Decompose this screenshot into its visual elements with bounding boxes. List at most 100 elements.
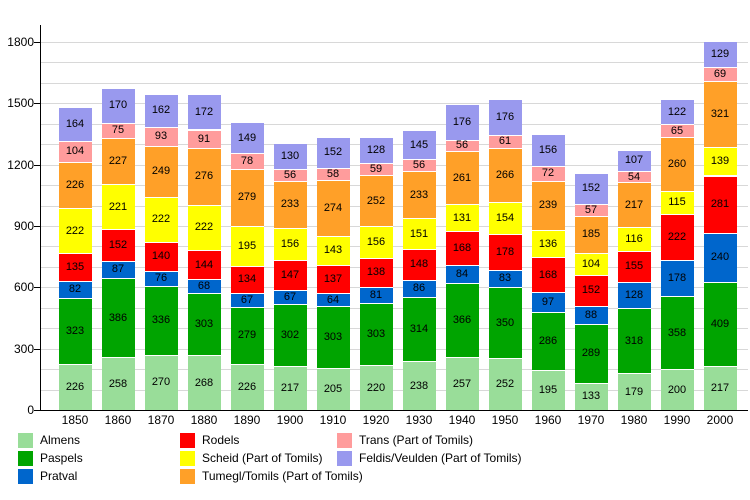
- bar-segment-label: 252: [366, 194, 386, 207]
- bar-segment: 179: [617, 373, 651, 410]
- bar-segment-label: 222: [667, 230, 687, 243]
- gridline: [41, 287, 748, 289]
- bar-segment-label: 139: [710, 155, 730, 168]
- x-axis-label: 1900: [276, 413, 304, 427]
- bar-segment-label: 200: [667, 383, 687, 396]
- x-axis-label: 1950: [491, 413, 519, 427]
- bar-segment: 145: [402, 129, 436, 160]
- bar-segment-label: 135: [65, 261, 85, 274]
- gridline: [41, 328, 748, 330]
- bar-segment-label: 336: [151, 314, 171, 327]
- bar-segment-label: 91: [197, 132, 211, 145]
- bar-segment: 152: [316, 136, 350, 168]
- bar-segment-label: 227: [108, 155, 128, 168]
- bar-segment-label: 154: [495, 211, 515, 224]
- bar-segment: 84: [445, 265, 479, 283]
- bar-segment-label: 178: [495, 245, 515, 258]
- bar-segment-label: 83: [498, 272, 512, 285]
- bar-segment: 260: [660, 137, 694, 191]
- bar-segment-label: 303: [194, 318, 214, 331]
- bar-segment: 222: [144, 196, 178, 242]
- bar-segment: 238: [402, 361, 436, 410]
- bar-segment-label: 303: [366, 328, 386, 341]
- bar-segment-label: 220: [366, 381, 386, 394]
- bar-segment-label: 226: [65, 380, 85, 393]
- bar-segment-label: 221: [108, 200, 128, 213]
- bar-segment: 314: [402, 297, 436, 362]
- bar-segment: 164: [58, 107, 92, 141]
- bar-segment: 156: [273, 228, 307, 261]
- x-axis-label: 1910: [319, 413, 347, 427]
- bar-segment-label: 168: [452, 242, 472, 255]
- bar-segment-label: 302: [280, 328, 300, 341]
- bar-segment: 56: [445, 139, 479, 152]
- bar-segment-label: 64: [326, 293, 340, 306]
- bar-segment-label: 129: [710, 48, 730, 61]
- bar-segment: 195: [531, 370, 565, 410]
- bar-segment-label: 274: [323, 201, 343, 214]
- bar-segment-label: 131: [452, 211, 472, 224]
- bar-segment-label: 81: [369, 288, 383, 301]
- bar-segment: 58: [316, 167, 350, 180]
- bar-segment: 249: [144, 145, 178, 197]
- bar-segment: 115: [660, 190, 694, 215]
- y-axis-label: 300: [13, 341, 34, 356]
- gridline: [41, 348, 748, 350]
- bar-segment-label: 88: [584, 308, 598, 321]
- bar-segment: 72: [531, 166, 565, 181]
- bar-segment: 107: [617, 149, 651, 172]
- y-axis-tick: [34, 410, 40, 411]
- y-axis-tick: [34, 348, 40, 350]
- bar-segment: 172: [187, 94, 221, 130]
- bar-segment-label: 147: [280, 269, 300, 282]
- x-axis-label: 1980: [620, 413, 648, 427]
- bar-segment: 323: [58, 297, 92, 364]
- bar-segment-label: 152: [581, 182, 601, 195]
- bar-segment-label: 149: [237, 131, 257, 144]
- bar-segment-label: 303: [323, 331, 343, 344]
- bar-segment: 252: [488, 358, 522, 410]
- bar-segment-label: 138: [366, 266, 386, 279]
- bar-segment: 257: [445, 357, 479, 410]
- x-axis-label: 1870: [147, 413, 175, 427]
- bar-segment: 261: [445, 150, 479, 205]
- bar-segment: 279: [230, 306, 264, 364]
- bar-segment-label: 56: [455, 139, 469, 152]
- bar-segment: 87: [101, 260, 135, 279]
- bar-segment: 233: [402, 170, 436, 219]
- bar-segment-label: 116: [625, 232, 643, 245]
- bar-segment: 76: [144, 270, 178, 287]
- bar-segment: 152: [101, 229, 135, 261]
- bar-segment-label: 409: [710, 317, 730, 330]
- bar-segment-label: 249: [151, 165, 171, 178]
- gridline: [41, 123, 748, 125]
- gridline: [41, 185, 748, 187]
- bar-segment: 147: [273, 260, 307, 291]
- bar-segment: 185: [574, 215, 608, 254]
- gridline: [41, 266, 748, 268]
- bar-segment: 64: [316, 293, 350, 307]
- bar-segment-label: 136: [538, 237, 558, 250]
- bar-segment: 143: [316, 235, 350, 266]
- legend-label: Paspels: [40, 451, 83, 465]
- bar-segment: 168: [445, 231, 479, 266]
- bar-segment: 144: [187, 249, 221, 280]
- bar-segment: 168: [531, 257, 565, 292]
- bar-segment: 75: [101, 122, 135, 138]
- bar-segment-label: 78: [240, 154, 254, 167]
- bar-segment: 56: [273, 169, 307, 181]
- bar-segment: 130: [273, 142, 307, 170]
- bar-segment: 104: [58, 140, 92, 162]
- bar-segment-label: 164: [65, 117, 85, 130]
- bar-segment: 233: [273, 180, 307, 229]
- legend-label: Trans (Part of Tomils): [359, 433, 474, 447]
- bar-segment: 91: [187, 129, 221, 149]
- bar-segment: 302: [273, 303, 307, 366]
- bar-segment-label: 222: [194, 221, 214, 234]
- bar-segment: 217: [617, 182, 651, 227]
- bar-segment-label: 222: [65, 224, 85, 237]
- bar-segment: 67: [230, 293, 264, 307]
- x-axis-label: 1850: [61, 413, 89, 427]
- bar-segment: 116: [617, 226, 651, 251]
- bar-segment-label: 170: [108, 99, 128, 112]
